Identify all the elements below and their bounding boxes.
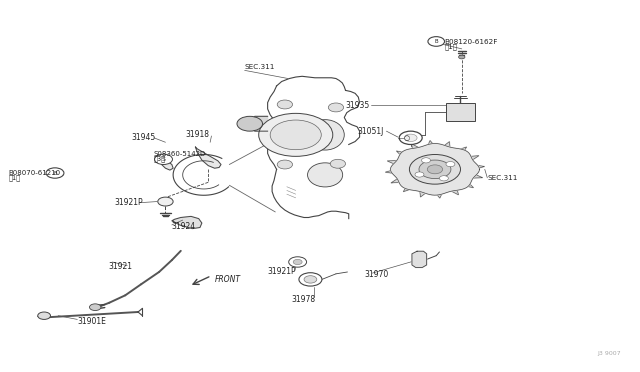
Text: B: B [53,170,57,176]
Circle shape [304,276,317,283]
Circle shape [459,55,465,59]
Circle shape [446,161,455,167]
Polygon shape [172,217,202,229]
Text: FRONT: FRONT [214,275,241,284]
Polygon shape [387,161,398,165]
Text: 31921: 31921 [108,262,132,271]
Text: 31051J: 31051J [358,126,384,136]
Polygon shape [403,186,413,192]
Text: 31945: 31945 [132,132,156,142]
Text: J3 9007: J3 9007 [598,351,621,356]
Polygon shape [396,151,407,157]
Polygon shape [472,174,483,178]
Circle shape [259,113,333,156]
Text: （1）: （1） [8,174,20,181]
Polygon shape [391,178,402,183]
Text: 31924: 31924 [172,222,196,231]
Circle shape [90,304,101,311]
Text: 31921P: 31921P [115,198,143,207]
Text: 31978: 31978 [291,295,316,304]
Polygon shape [195,147,221,168]
Circle shape [277,100,292,109]
Text: 31901E: 31901E [77,317,106,326]
Polygon shape [420,190,428,197]
Ellipse shape [308,163,342,187]
Text: （3）: （3） [154,155,166,162]
Text: B: B [435,39,438,44]
Polygon shape [468,156,479,161]
Text: SEC.311: SEC.311 [487,175,518,181]
Text: 31935: 31935 [346,101,370,110]
Polygon shape [390,144,479,195]
Circle shape [46,168,64,178]
Circle shape [293,259,302,264]
Circle shape [289,257,307,267]
Polygon shape [385,169,396,174]
Circle shape [237,116,262,131]
Text: —○: —○ [398,135,411,141]
Polygon shape [474,165,484,169]
Text: SEC.311: SEC.311 [244,64,275,70]
Polygon shape [443,142,450,148]
Circle shape [299,273,322,286]
Circle shape [410,154,461,184]
Circle shape [270,120,321,150]
Polygon shape [463,182,474,187]
Ellipse shape [306,120,344,150]
Circle shape [399,131,422,144]
Polygon shape [457,147,467,153]
Text: B08070-61210: B08070-61210 [8,170,61,176]
Text: B08120-6162F: B08120-6162F [445,39,498,45]
Text: （1）: （1） [445,44,458,50]
Circle shape [428,37,445,46]
Circle shape [419,160,451,179]
Circle shape [155,154,173,164]
Text: 31921P: 31921P [268,267,296,276]
Circle shape [428,165,443,174]
Circle shape [158,197,173,206]
Polygon shape [447,103,474,121]
Polygon shape [250,116,268,131]
Circle shape [328,103,344,112]
Circle shape [422,158,431,163]
Polygon shape [450,189,458,195]
Polygon shape [157,156,173,170]
Circle shape [38,312,51,320]
Circle shape [404,134,417,141]
Circle shape [440,176,449,181]
Circle shape [330,159,346,168]
Polygon shape [412,251,427,267]
Circle shape [415,172,424,177]
Polygon shape [435,192,443,198]
Text: S08360-5142D: S08360-5142D [154,151,206,157]
Text: S: S [162,157,166,162]
Circle shape [277,160,292,169]
Text: 31970: 31970 [365,270,389,279]
Polygon shape [428,141,435,147]
Polygon shape [412,144,420,150]
Text: 31918: 31918 [186,130,210,140]
